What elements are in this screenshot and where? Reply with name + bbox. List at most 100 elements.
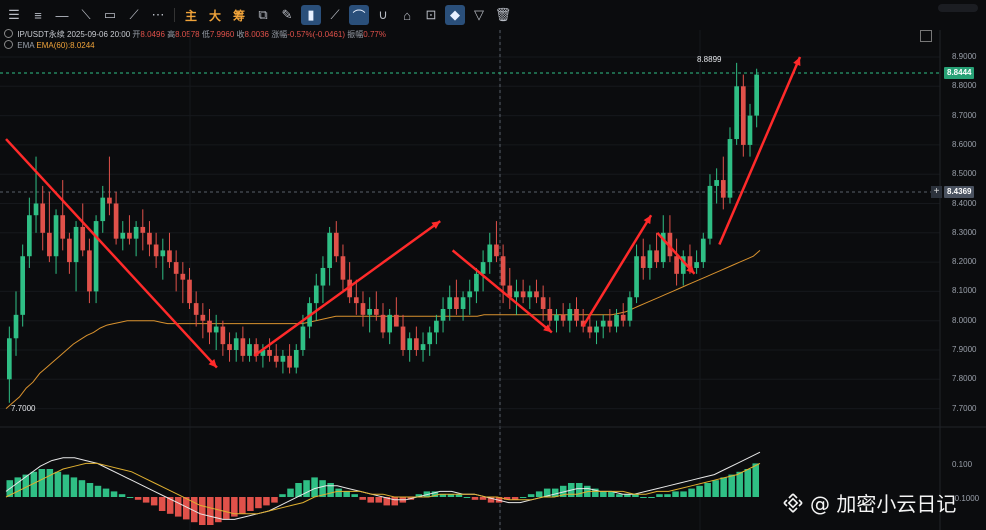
filter-icon[interactable]: ▽ xyxy=(474,7,484,22)
pen-icon[interactable]: ✎ xyxy=(281,7,293,22)
macd-bar xyxy=(383,497,391,506)
candle-down xyxy=(340,256,346,280)
magnet-icon[interactable]: ∪ xyxy=(378,7,388,22)
candle-up xyxy=(420,344,426,350)
candle-up xyxy=(367,308,372,315)
candle-up xyxy=(440,308,446,321)
candle-up xyxy=(480,262,486,274)
candle-up xyxy=(460,297,466,309)
macd-bar xyxy=(231,497,238,517)
macd-bar xyxy=(78,480,86,497)
candle-down xyxy=(180,273,186,280)
menu-icon[interactable]: ☰ xyxy=(8,7,20,22)
lock-icon[interactable]: ⌂ xyxy=(403,7,411,23)
macd-dif-line xyxy=(5,451,761,520)
candle-down xyxy=(287,355,292,368)
macd-bar xyxy=(190,497,198,523)
candle-down xyxy=(147,232,152,245)
indicator-button-2[interactable]: 大 xyxy=(208,8,221,23)
candle-down xyxy=(640,256,646,268)
ruler-icon[interactable]: ⟋ xyxy=(330,7,340,22)
more-icon[interactable]: ⋯ xyxy=(151,7,165,22)
list-icon[interactable]: ≡ xyxy=(34,7,42,23)
candle-down xyxy=(80,226,86,251)
open-value: 8.0496 xyxy=(140,30,165,39)
high-value: 8.0578 xyxy=(175,30,200,39)
macd-bar xyxy=(616,494,623,497)
ray-icon[interactable]: ⟍ xyxy=(81,7,91,22)
chart-toolbar: ☰ ≡ — ⟍ ▭ ⟋ ⋯ 主大筹 ⧉ ✎ ▮ ⟋ ⌒ ∪ ⌂ ⊡ ◆ ▽ 🗑 xyxy=(0,0,986,30)
indicator-settings-icon[interactable] xyxy=(4,40,13,49)
macd-bar xyxy=(503,497,511,500)
macd-bar xyxy=(263,497,270,506)
macd-tick-label: -0.1000 xyxy=(952,494,980,503)
candle-up xyxy=(634,256,639,298)
trend-arrow xyxy=(718,56,802,246)
candle-down xyxy=(253,344,259,356)
candle-up xyxy=(133,226,139,239)
macd-dea-line xyxy=(5,462,761,515)
window-menu[interactable] xyxy=(938,4,978,12)
high-marker: 8.8899 xyxy=(697,55,722,64)
expand-icon[interactable] xyxy=(920,30,932,42)
macd-bar xyxy=(271,497,278,503)
candle-down xyxy=(273,355,279,362)
macd-bar xyxy=(752,463,759,497)
trend-line-icon[interactable]: ⟋ xyxy=(129,7,139,22)
indicator-button-3[interactable]: 筹 xyxy=(232,8,245,23)
candle-up xyxy=(600,320,606,327)
candle-up xyxy=(120,232,126,239)
candle-up xyxy=(694,262,699,268)
candle-down xyxy=(187,279,192,304)
horizontal-line-icon[interactable]: — xyxy=(55,7,69,23)
macd-bar xyxy=(70,477,78,497)
candle-up xyxy=(567,308,573,321)
arrow-head xyxy=(686,265,695,274)
candle-up xyxy=(320,267,326,286)
candle-up xyxy=(280,355,286,362)
candle-down xyxy=(153,244,159,257)
candle-down xyxy=(507,285,513,298)
candle-up xyxy=(407,338,413,350)
trash-icon[interactable]: 🗑 xyxy=(494,7,512,22)
macd-bar xyxy=(367,497,374,503)
price-tick-label: 8.9000 xyxy=(952,52,977,61)
macd-bar xyxy=(696,485,703,497)
candle-down xyxy=(587,326,593,333)
macd-bar xyxy=(576,483,583,497)
macd-bar xyxy=(351,494,358,497)
macd-bar xyxy=(279,494,286,497)
bookmark-icon[interactable]: ▮ xyxy=(301,5,321,25)
ema-value: EMA(60):8.0244 xyxy=(36,41,95,50)
snapshot-icon[interactable]: ⧉ xyxy=(258,7,268,22)
candle-up xyxy=(73,226,79,263)
drawing-tool-icon[interactable]: ⌒ xyxy=(349,5,369,25)
macd-bar xyxy=(664,494,671,497)
eye-icon[interactable]: ⊡ xyxy=(425,7,437,22)
candle-up xyxy=(474,273,479,292)
candle-up xyxy=(734,86,739,140)
candle-down xyxy=(240,338,246,356)
add-alert-button[interactable]: + xyxy=(931,186,942,198)
macd-bar xyxy=(415,494,423,497)
macd-bar xyxy=(600,491,607,497)
macd-bar xyxy=(471,497,479,500)
candle-down xyxy=(674,256,679,274)
macd-bar xyxy=(174,497,182,517)
divider xyxy=(174,8,175,22)
candle-down xyxy=(267,350,272,356)
candle-down xyxy=(380,314,386,333)
indicator-button-1[interactable]: 主 xyxy=(184,8,197,23)
candle-up xyxy=(427,332,433,345)
candle-down xyxy=(394,314,399,327)
macd-bar xyxy=(182,497,190,520)
macd-bar xyxy=(704,483,711,497)
close-value: 8.0036 xyxy=(244,30,269,39)
macd-bar xyxy=(736,471,743,497)
hide-drawings-icon[interactable]: ◆ xyxy=(445,5,465,25)
candle-up xyxy=(313,285,319,304)
candle-down xyxy=(353,297,359,304)
settings-icon[interactable] xyxy=(4,29,13,38)
rectangle-icon[interactable]: ▭ xyxy=(103,7,117,22)
